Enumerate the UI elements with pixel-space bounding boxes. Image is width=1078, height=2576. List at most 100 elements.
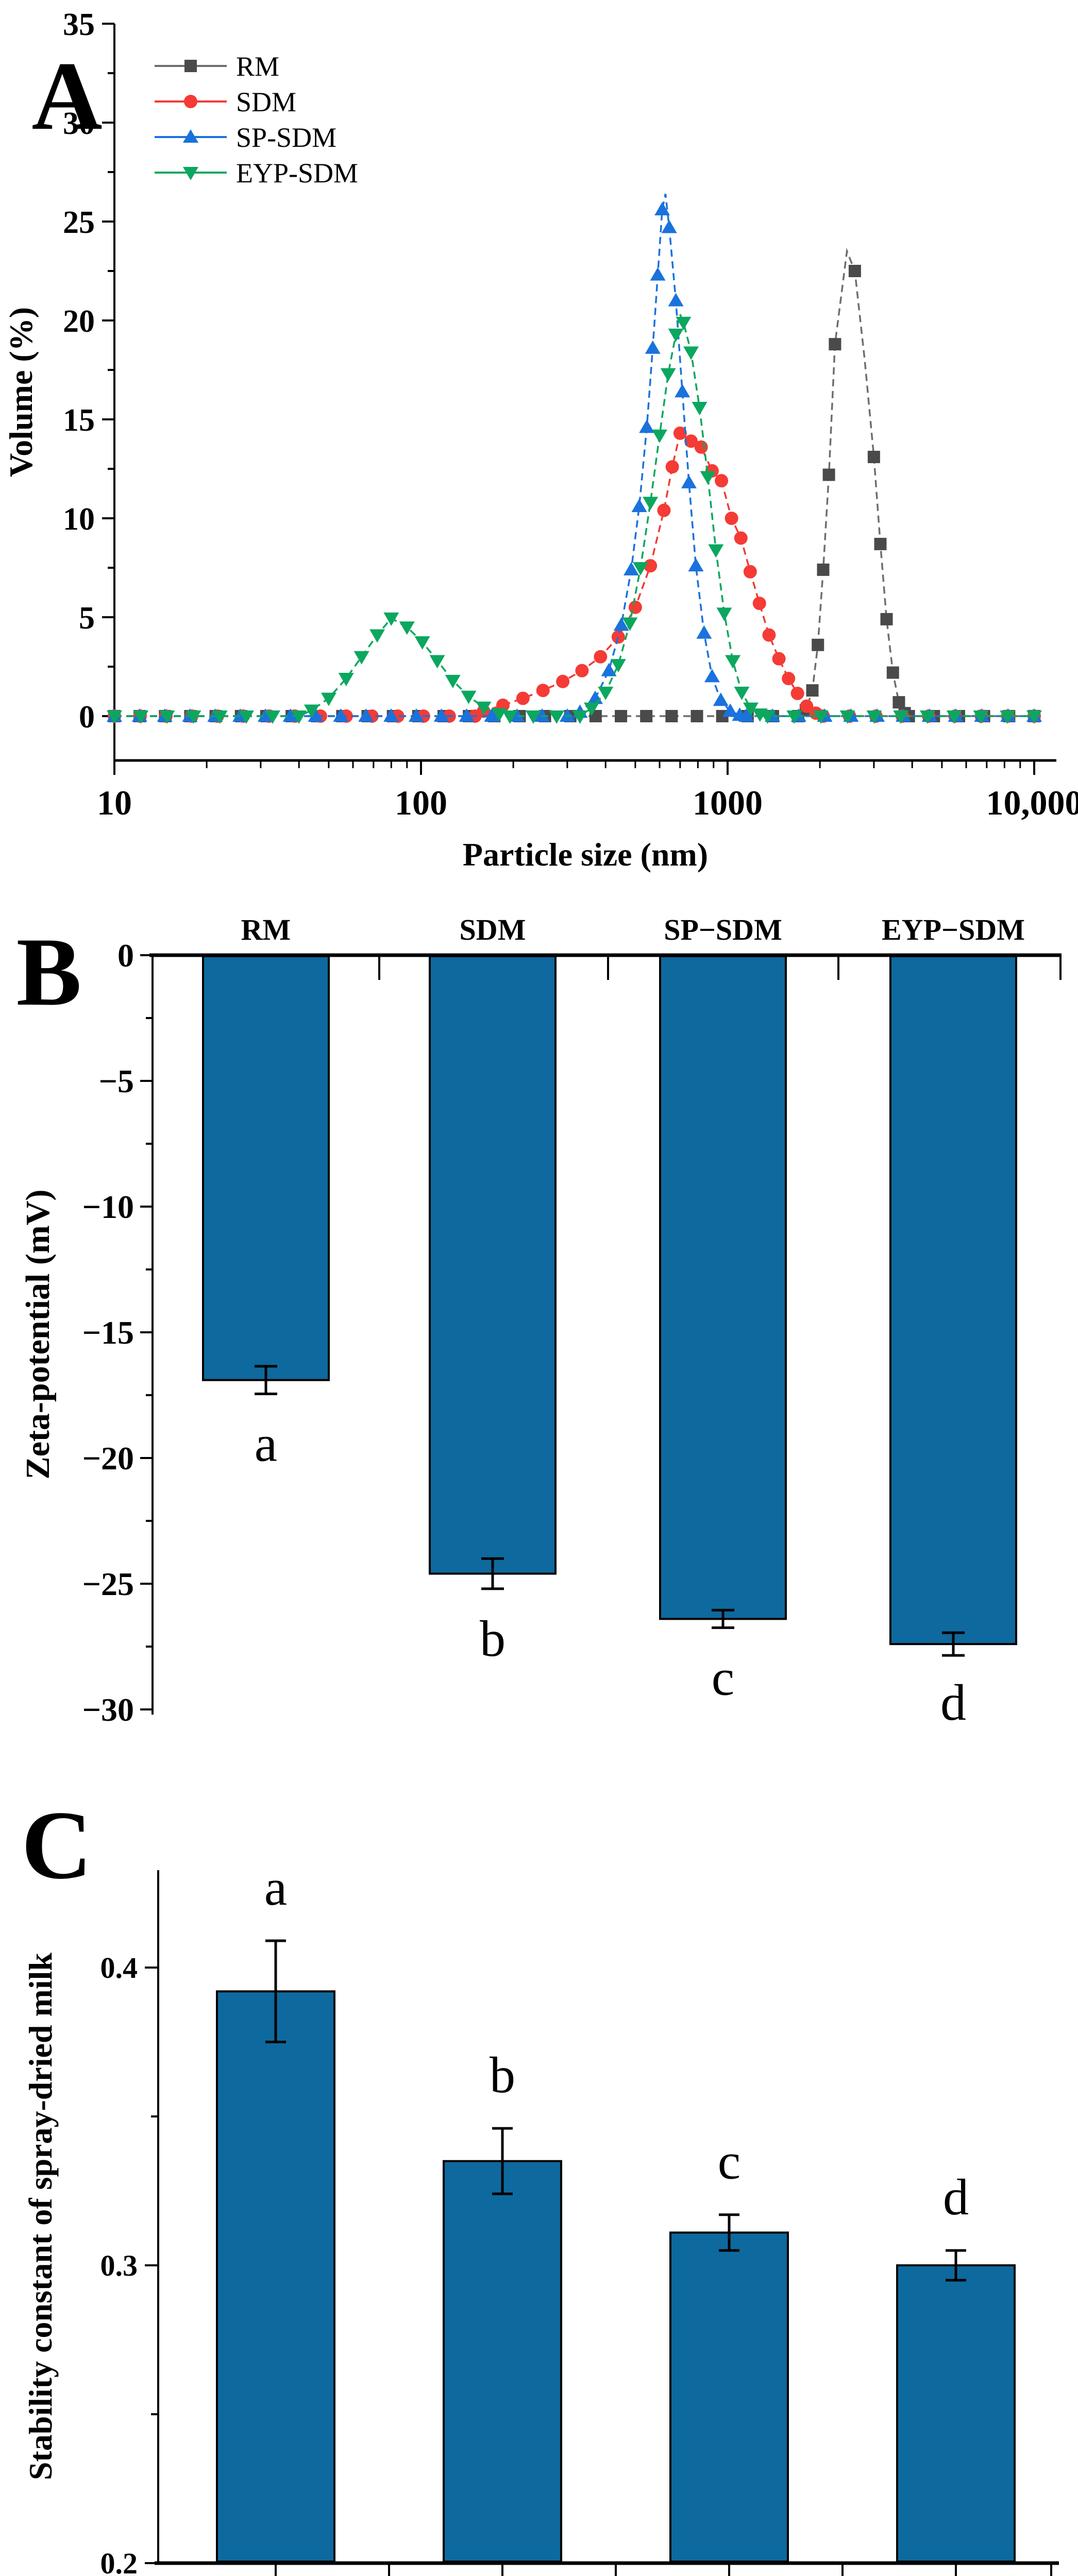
x-axis-title: Particle size (nm) [463, 836, 708, 873]
category-label: SP−SDM [664, 913, 782, 946]
series-marker-SP-SDM [661, 219, 677, 233]
panel-c-stability-constant-bar-chart: 0.20.30.4aRMbSDMcSP−SDMdEYP−SDMStability… [21, 1791, 1059, 2576]
category-label: EYP−SDM [882, 913, 1025, 946]
series-marker-SP-SDM [613, 617, 629, 631]
y-axis-title: Volume (%) [3, 307, 39, 477]
series-marker-EYP-SDM [643, 497, 659, 511]
series-marker-SP-SDM [257, 708, 273, 722]
series-marker-SP-SDM [383, 708, 399, 722]
series-marker-EYP-SDM [353, 651, 369, 665]
series-line-RM [114, 247, 1034, 717]
series-marker-SP-SDM [675, 384, 690, 398]
series-marker-EYP-SDM [760, 710, 776, 724]
series-marker-EYP-SDM [369, 629, 385, 643]
series-marker-EYP-SDM [476, 701, 492, 715]
legend-label-SP-SDM: SP-SDM [236, 122, 336, 153]
series-marker-EYP-SDM [572, 710, 588, 724]
series-marker-SDM [536, 684, 550, 698]
legend-marker-SDM [184, 95, 197, 108]
series-marker-RM [867, 450, 880, 463]
series-marker-EYP-SDM [1026, 710, 1042, 724]
series-marker-SDM [800, 699, 814, 713]
series-marker-RM [874, 537, 887, 550]
series-marker-SP-SDM [738, 708, 754, 722]
series-marker-RM [822, 468, 835, 481]
series-marker-RM [886, 666, 899, 679]
series-marker-SP-SDM [601, 663, 617, 676]
series-marker-RM [817, 563, 830, 576]
series-marker-SP-SDM [681, 474, 697, 488]
series-marker-EYP-SDM [652, 429, 667, 443]
y-tick-label: 25 [63, 205, 95, 240]
y-tick-label: 0 [79, 700, 95, 735]
series-marker-SDM [556, 674, 570, 688]
series-marker-RM [880, 613, 893, 625]
series-marker-EYP-SDM [734, 686, 750, 700]
series-marker-SP-SDM [559, 708, 575, 722]
series-marker-EYP-SDM [291, 710, 307, 724]
sig-letter: a [264, 1859, 287, 1916]
y-tick-label: 0.4 [100, 1951, 138, 1985]
x-tick-label: 10 [97, 783, 132, 822]
series-marker-RM [892, 696, 905, 709]
series-marker-SDM [752, 597, 766, 611]
series-marker-SDM [694, 440, 708, 454]
bar-SDM [443, 2160, 562, 2563]
series-marker-SDM [772, 652, 786, 666]
y-axis-title: Stability constant of spray-dried milk [22, 1953, 59, 2480]
series-marker-EYP-SDM [610, 659, 626, 673]
series-marker-EYP-SDM [399, 621, 415, 635]
series-marker-EYP-SDM [238, 710, 254, 724]
y-tick-label: 0 [117, 937, 134, 974]
series-marker-EYP-SDM [743, 702, 759, 716]
series-marker-SP-SDM [433, 708, 449, 722]
series-marker-SDM [762, 628, 776, 642]
series-marker-SDM [743, 565, 757, 579]
series-marker-SP-SDM [333, 708, 349, 722]
series-marker-EYP-SDM [725, 655, 741, 669]
y-tick-label: 30 [63, 106, 95, 141]
series-marker-RM [812, 638, 824, 651]
sig-letter: b [480, 1610, 506, 1667]
series-marker-EYP-SDM [107, 710, 122, 724]
series-marker-EYP-SDM [414, 636, 430, 650]
series-marker-SDM [673, 426, 687, 440]
series-marker-RM [665, 710, 678, 722]
series-marker-EYP-SDM [786, 710, 802, 724]
series-line-EYP-SDM [114, 310, 1034, 717]
series-marker-SP-SDM [282, 708, 298, 722]
series-marker-SP-SDM [587, 690, 603, 704]
y-tick-label: −30 [82, 1691, 134, 1726]
legend-marker-SP-SDM [183, 129, 198, 143]
legend-label-RM: RM [236, 51, 279, 82]
y-tick-label: −20 [82, 1440, 134, 1477]
series-marker-EYP-SDM [668, 328, 684, 342]
sig-letter: d [940, 1674, 966, 1726]
y-tick-label: 10 [63, 502, 95, 537]
panel-letter-c: C [21, 1791, 92, 1900]
series-marker-EYP-SDM [502, 710, 518, 724]
series-marker-EYP-SDM [133, 710, 149, 724]
series-marker-SDM [782, 672, 796, 686]
series-marker-EYP-SDM [461, 690, 477, 704]
series-marker-RM [640, 710, 653, 722]
series-marker-SDM [725, 512, 738, 525]
series-marker-EYP-SDM [265, 710, 281, 724]
series-marker-SDM [516, 691, 530, 705]
series-marker-SP-SDM [624, 562, 639, 575]
bar-SP−SDM [659, 955, 787, 1620]
legend-label-SDM: SDM [236, 87, 296, 117]
legend-marker-EYP-SDM [183, 167, 198, 180]
series-marker-EYP-SDM [584, 702, 599, 716]
series-marker-RM [806, 684, 819, 697]
series-marker-SP-SDM [645, 340, 661, 354]
series-marker-SDM [594, 650, 608, 664]
y-axis-title: Zeta-potential (mV) [19, 1190, 57, 1480]
sig-letter: c [712, 1649, 734, 1706]
series-marker-RM [615, 710, 628, 722]
series-marker-SDM [665, 460, 679, 474]
y-tick-label: 0.2 [100, 2547, 138, 2576]
y-tick-label: −15 [82, 1314, 134, 1351]
series-marker-SDM [790, 686, 804, 700]
sig-letter: d [943, 2168, 969, 2226]
